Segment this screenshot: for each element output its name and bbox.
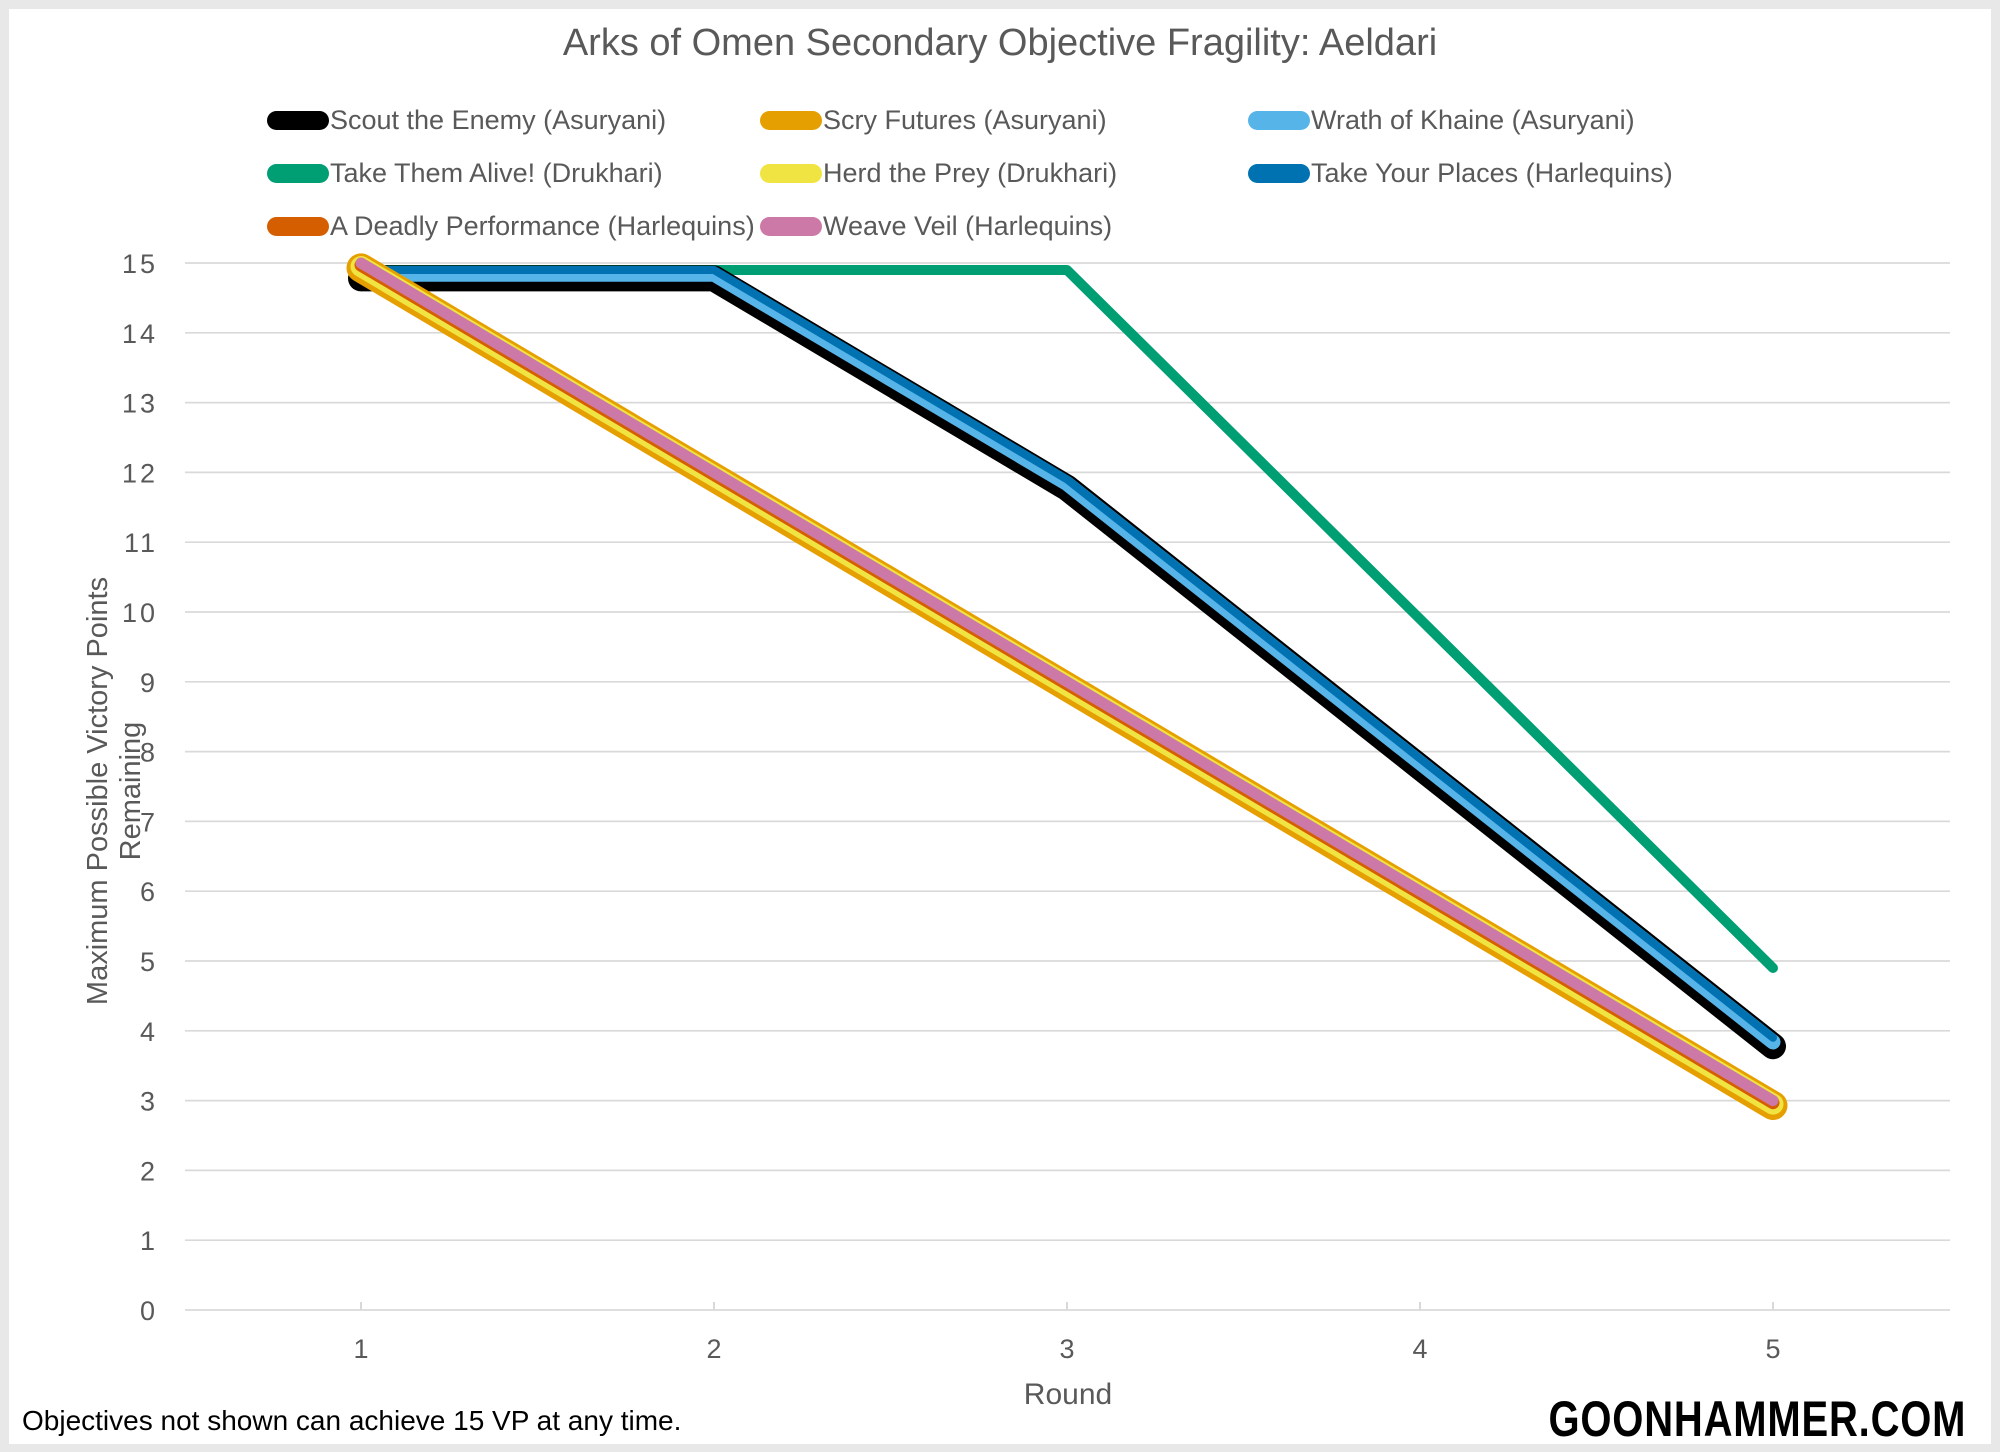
legend-item-herd-the-prey[interactable]: Herd the Prey (Drukhari) xyxy=(760,158,1248,189)
legend-item-scout-the-enemy[interactable]: Scout the Enemy (Asuryani) xyxy=(267,105,760,136)
frame-edge-right xyxy=(1991,0,2000,1452)
x-tick-label-4: 4 xyxy=(1412,1334,1427,1364)
legend-item-scry-futures[interactable]: Scry Futures (Asuryani) xyxy=(760,105,1248,136)
y-tick-label-9: 9 xyxy=(140,668,158,698)
y-tick-label-15: 15 xyxy=(122,249,158,279)
y-axis-title: Maximum Possible Victory Points Remainin… xyxy=(82,576,147,1006)
legend-swatch-take-your-places xyxy=(1248,164,1310,183)
y-tick-label-2: 2 xyxy=(140,1156,158,1186)
x-tick-label-2: 2 xyxy=(706,1334,721,1364)
y-tick-label-1: 1 xyxy=(140,1226,158,1256)
legend-swatch-scout-the-enemy xyxy=(267,111,329,130)
legend-label-take-them-alive: Take Them Alive! (Drukhari) xyxy=(330,158,663,188)
watermark: GOONHAMMER.COM xyxy=(1548,1391,1966,1447)
x-tick-label-1: 1 xyxy=(353,1334,368,1364)
frame-edge-bottom xyxy=(0,1444,2000,1452)
x-tick-label-5: 5 xyxy=(1765,1334,1780,1364)
legend-item-a-deadly-performance[interactable]: A Deadly Performance (Harlequins) xyxy=(267,211,760,242)
legend: Scout the Enemy (Asuryani) Scry Futures (… xyxy=(267,94,1727,253)
y-tick-label-0: 0 xyxy=(140,1296,158,1326)
y-tick-label-4: 4 xyxy=(140,1017,158,1047)
x-axis-title: Round xyxy=(1023,1378,1113,1411)
legend-item-wrath-of-khaine[interactable]: Wrath of Khaine (Asuryani) xyxy=(1248,105,1727,136)
frame-edge-left xyxy=(0,0,9,1452)
legend-item-take-your-places[interactable]: Take Your Places (Harlequins) xyxy=(1248,158,1727,189)
y-tick-label-7: 7 xyxy=(140,807,158,837)
series-line-weave-veil[interactable] xyxy=(355,257,1779,1107)
legend-label-scout-the-enemy: Scout the Enemy (Asuryani) xyxy=(330,105,667,135)
legend-label-a-deadly-performance: A Deadly Performance (Harlequins) xyxy=(330,211,755,241)
footnote: Objectives not shown can achieve 15 VP a… xyxy=(22,1405,682,1436)
legend-label-wrath-of-khaine: Wrath of Khaine (Asuryani) xyxy=(1311,105,1635,135)
y-tick-label-12: 12 xyxy=(122,458,158,488)
series-line-take-your-places[interactable] xyxy=(357,266,1777,1042)
legend-swatch-wrath-of-khaine xyxy=(1248,111,1310,130)
y-tick-label-10: 10 xyxy=(122,598,158,628)
legend-swatch-herd-the-prey xyxy=(760,164,822,183)
legend-swatch-scry-futures xyxy=(760,111,822,130)
x-tick-label-3: 3 xyxy=(1059,1334,1074,1364)
legend-label-herd-the-prey: Herd the Prey (Drukhari) xyxy=(823,158,1118,188)
y-tick-label-13: 13 xyxy=(122,389,158,419)
y-tick-label-11: 11 xyxy=(124,528,158,558)
legend-label-weave-veil: Weave Veil (Harlequins) xyxy=(823,211,1113,241)
y-tick-label-14: 14 xyxy=(122,319,158,349)
legend-item-take-them-alive[interactable]: Take Them Alive! (Drukhari) xyxy=(267,158,760,189)
legend-label-scry-futures: Scry Futures (Asuryani) xyxy=(823,105,1107,135)
frame-edge-top xyxy=(0,0,2000,9)
y-tick-label-3: 3 xyxy=(140,1087,158,1117)
legend-swatch-a-deadly-performance xyxy=(267,217,329,236)
legend-label-take-your-places: Take Your Places (Harlequins) xyxy=(1311,158,1673,188)
y-tick-label-8: 8 xyxy=(140,738,158,768)
chart-title: Arks of Omen Secondary Objective Fragili… xyxy=(562,22,1438,64)
y-tick-label-5: 5 xyxy=(140,947,158,977)
y-tick-label-6: 6 xyxy=(140,877,158,907)
legend-item-weave-veil[interactable]: Weave Veil (Harlequins) xyxy=(760,211,1248,242)
legend-swatch-weave-veil xyxy=(760,217,822,236)
legend-swatch-take-them-alive xyxy=(267,164,329,183)
